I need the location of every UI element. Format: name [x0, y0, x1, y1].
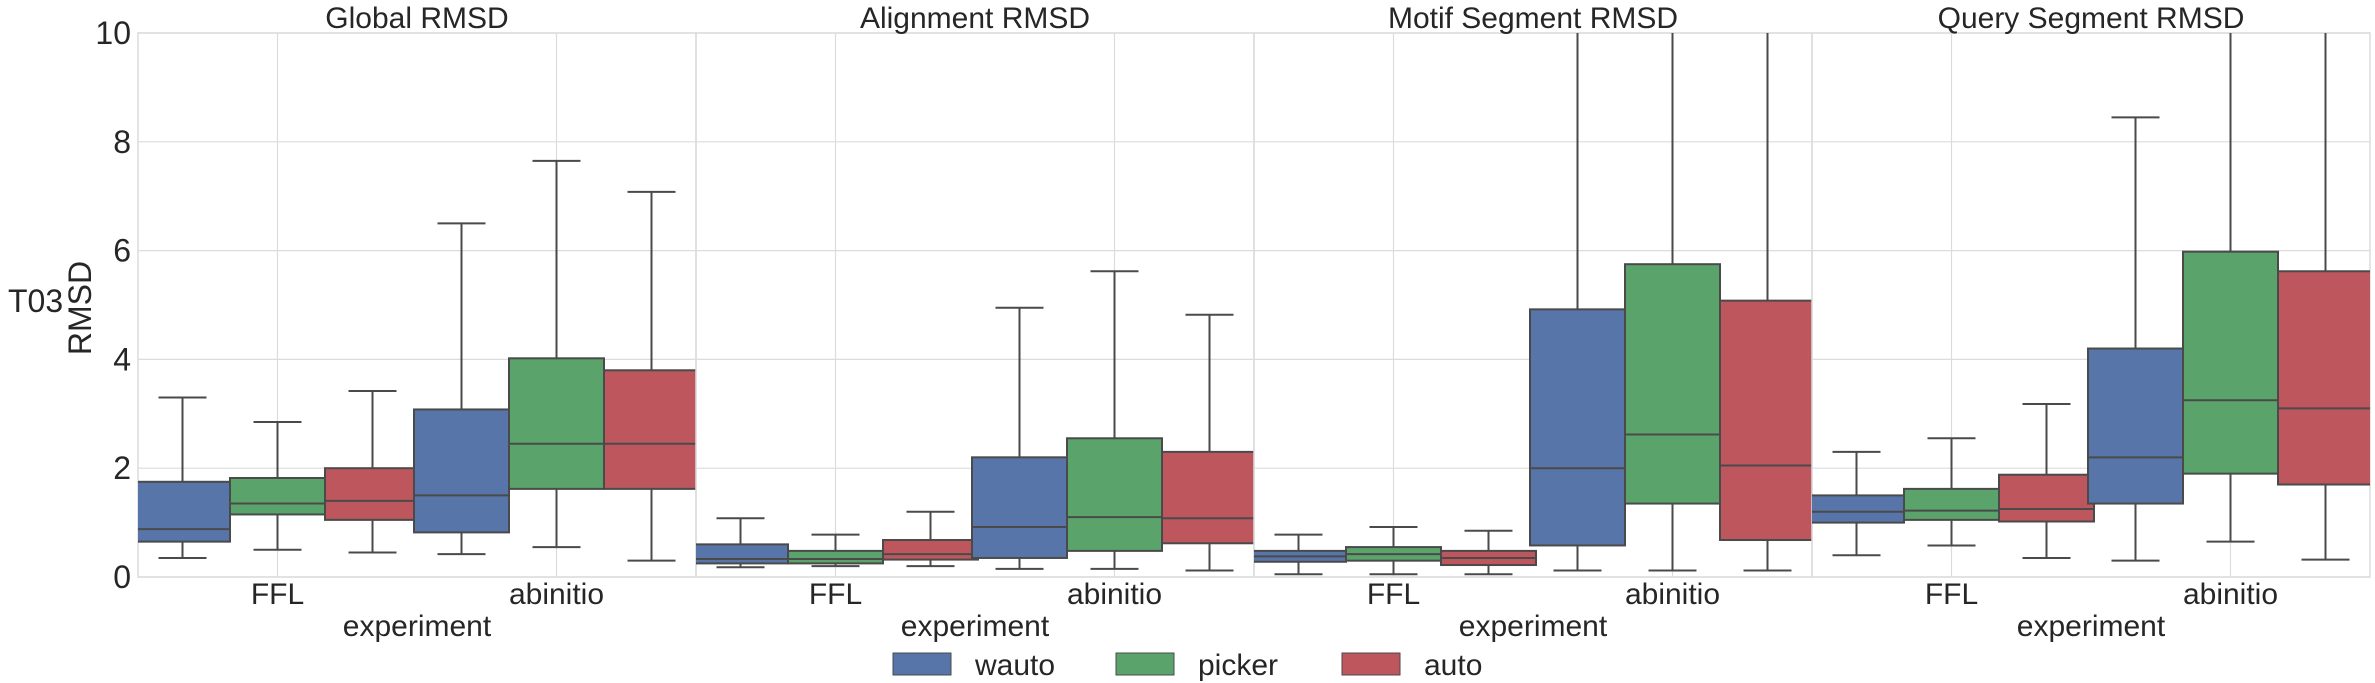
y-tick-label: 2	[113, 450, 131, 486]
x-tick-label: FFL	[1925, 578, 1978, 611]
legend: wauto picker auto	[892, 649, 1482, 682]
box-body	[1161, 450, 1254, 545]
row-label: T03	[8, 283, 63, 319]
box-picker-FFL	[1345, 525, 1442, 576]
box-wauto-FFL	[1812, 450, 1905, 557]
box-body	[508, 357, 605, 490]
legend-label: wauto	[974, 649, 1055, 682]
box-body	[1529, 308, 1626, 547]
x-axis-label: experiment	[1459, 610, 1608, 643]
panel-2: Alignment RMSD FFL abinitio experiment	[695, 2, 1255, 643]
box-body	[1624, 263, 1721, 505]
box-picker-abinitio	[508, 159, 605, 549]
box-wauto-abinitio	[1529, 33, 1626, 572]
box-wauto-abinitio	[413, 222, 510, 556]
x-tick-label: FFL	[809, 578, 862, 611]
box-picker-FFL	[787, 533, 884, 568]
box-body	[696, 543, 789, 565]
box-body	[1903, 487, 2000, 521]
legend-swatch	[1341, 652, 1401, 676]
legend-swatch	[1115, 652, 1175, 676]
y-tick-label: 8	[113, 124, 131, 160]
box-auto-FFL	[1440, 529, 1537, 576]
box-body	[2277, 270, 2370, 486]
panel-title: Query Segment RMSD	[1938, 2, 2245, 35]
boxes	[138, 159, 696, 562]
box-body	[2087, 347, 2184, 505]
x-tick-label: abinitio	[1067, 578, 1162, 611]
boxes	[696, 270, 1254, 572]
panel-title: Alignment RMSD	[860, 2, 1090, 35]
panel-3: Motif Segment RMSD FFL abinitio experiment	[1253, 2, 1813, 643]
box-auto-abinitio	[603, 190, 696, 562]
box-picker-abinitio	[1624, 33, 1721, 572]
x-tick-label: abinitio	[1625, 578, 1720, 611]
x-axis-label: experiment	[343, 610, 492, 643]
box-body	[2182, 250, 2279, 475]
x-tick-label: abinitio	[2183, 578, 2278, 611]
box-wauto-FFL	[138, 396, 231, 559]
box-body	[787, 549, 884, 565]
legend-item-picker: picker	[1115, 649, 1278, 682]
box-picker-FFL	[1903, 437, 2000, 547]
y-ticks: 0 2 4 6 8 10	[95, 15, 131, 595]
box-wauto-FFL	[1254, 533, 1347, 576]
panel-1: Global RMSD FFL abinitio experiment	[137, 2, 697, 643]
x-axis-label: experiment	[901, 610, 1050, 643]
box-picker-abinitio	[1066, 270, 1163, 570]
box-body	[1812, 494, 1905, 524]
x-tick-label: abinitio	[509, 578, 604, 611]
box-picker-abinitio	[2182, 33, 2279, 543]
box-picker-FFL	[229, 420, 326, 551]
box-body	[413, 408, 510, 534]
y-tick-label: 6	[113, 233, 131, 269]
y-tick-label: 10	[95, 15, 131, 51]
box-body	[1066, 437, 1163, 552]
boxes	[1254, 33, 1812, 576]
box-wauto-abinitio	[2087, 116, 2184, 562]
panel-title: Motif Segment RMSD	[1388, 2, 1678, 35]
y-tick-label: 4	[113, 341, 131, 377]
panel-title: Global RMSD	[325, 2, 508, 35]
box-auto-abinitio	[1161, 313, 1254, 572]
box-body	[1719, 299, 1812, 542]
box-body	[229, 476, 326, 516]
y-tick-label: 0	[113, 559, 131, 595]
box-body	[1998, 473, 2095, 523]
box-wauto-FFL	[696, 517, 789, 569]
boxes	[1812, 33, 2370, 562]
box-auto-FFL	[882, 510, 979, 568]
x-axis-label: experiment	[2017, 610, 2166, 643]
box-auto-abinitio	[1719, 33, 1812, 572]
legend-swatch	[892, 652, 952, 676]
x-tick-label: FFL	[1367, 578, 1420, 611]
panel-4: Query Segment RMSD FFL abinitio experiment	[1811, 2, 2371, 643]
box-body	[971, 456, 1068, 559]
y-axis-label: RMSD	[62, 261, 98, 355]
box-auto-FFL	[324, 389, 421, 554]
box-body	[324, 467, 421, 521]
legend-label: picker	[1198, 649, 1278, 682]
legend-item-auto: auto	[1341, 649, 1482, 682]
x-tick-label: FFL	[251, 578, 304, 611]
box-body	[882, 539, 979, 561]
box-body	[138, 480, 231, 543]
box-wauto-abinitio	[971, 306, 1068, 570]
legend-label: auto	[1424, 649, 1482, 682]
box-auto-abinitio	[2277, 33, 2370, 561]
box-body	[603, 369, 696, 490]
legend-item-wauto: wauto	[892, 649, 1055, 682]
box-auto-FFL	[1998, 403, 2095, 559]
